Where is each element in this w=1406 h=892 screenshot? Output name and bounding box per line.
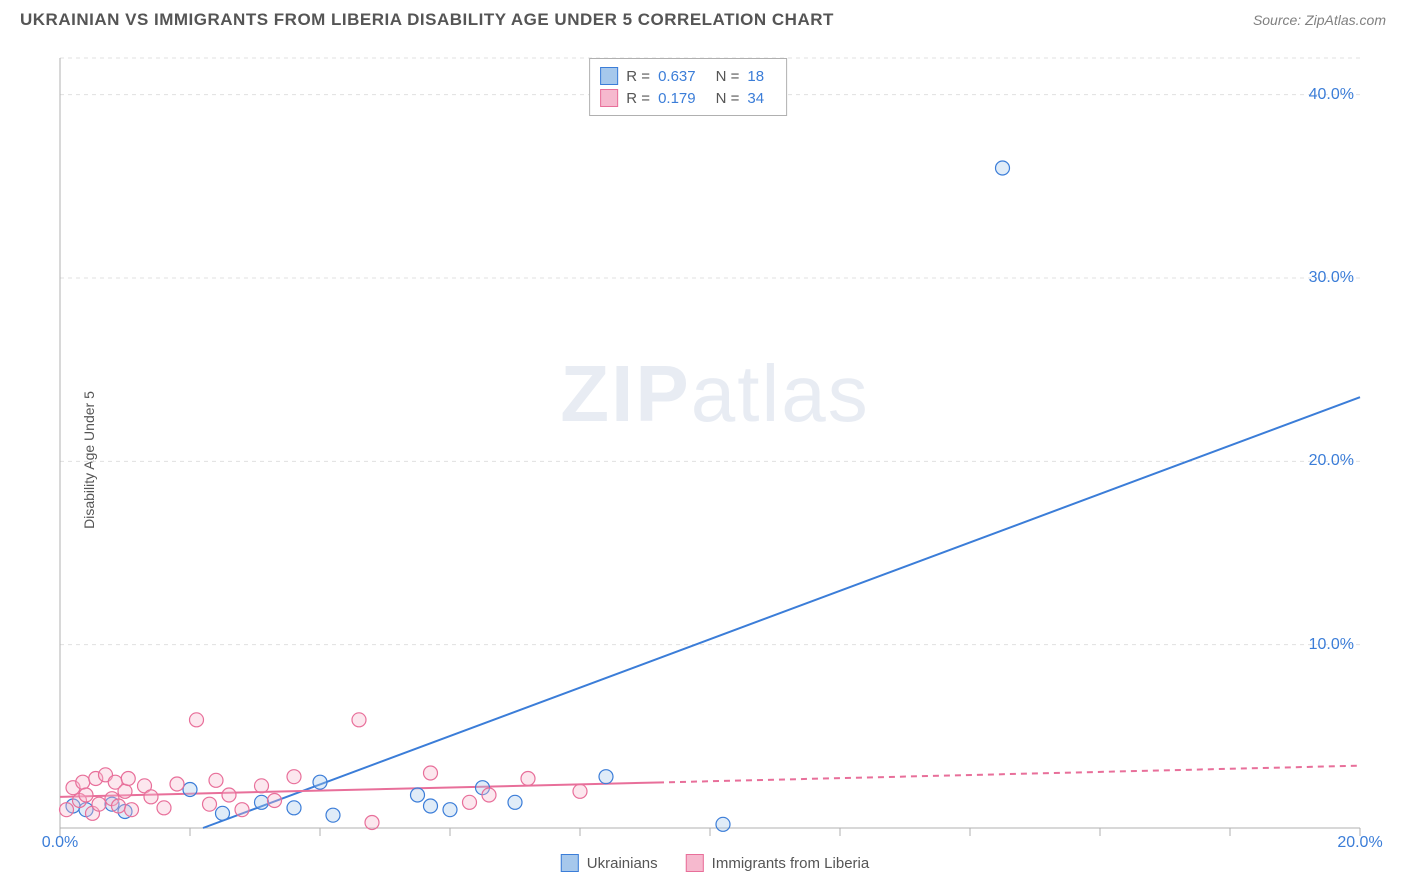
r-value-liberia: 0.179 — [658, 90, 696, 107]
chart-title: UKRAINIAN VS IMMIGRANTS FROM LIBERIA DIS… — [20, 10, 834, 30]
footer-legend: Ukrainians Immigrants from Liberia — [561, 854, 869, 872]
x-tick-label: 0.0% — [42, 834, 78, 852]
legend-item-ukrainians: Ukrainians — [561, 854, 658, 872]
stats-row-liberia: R = 0.179 N = 34 — [600, 87, 776, 109]
legend-swatch-liberia — [686, 854, 704, 872]
stats-row-ukrainians: R = 0.637 N = 18 — [600, 65, 776, 87]
correlation-stats-box: R = 0.637 N = 18 R = 0.179 N = 34 — [589, 58, 787, 116]
source-attribution: Source: ZipAtlas.com — [1253, 12, 1386, 28]
legend-label-ukrainians: Ukrainians — [587, 855, 658, 872]
chart-container: Disability Age Under 5 ZIPatlas R = 0.63… — [45, 50, 1385, 870]
scatter-chart — [45, 50, 1385, 870]
legend-swatch-ukrainians — [561, 854, 579, 872]
y-tick-label: 10.0% — [1309, 636, 1354, 654]
legend-item-liberia: Immigrants from Liberia — [686, 854, 870, 872]
chart-header: UKRAINIAN VS IMMIGRANTS FROM LIBERIA DIS… — [0, 0, 1406, 40]
y-tick-label: 20.0% — [1309, 452, 1354, 470]
r-label: R = — [626, 90, 650, 107]
n-value-liberia: 34 — [747, 90, 764, 107]
r-value-ukrainians: 0.637 — [658, 68, 696, 85]
swatch-ukrainians — [600, 67, 618, 85]
legend-label-liberia: Immigrants from Liberia — [712, 855, 870, 872]
y-tick-label: 30.0% — [1309, 269, 1354, 287]
r-label: R = — [626, 68, 650, 85]
n-label: N = — [716, 90, 740, 107]
x-tick-label: 20.0% — [1337, 834, 1382, 852]
n-label: N = — [716, 68, 740, 85]
n-value-ukrainians: 18 — [747, 68, 764, 85]
y-tick-label: 40.0% — [1309, 86, 1354, 104]
swatch-liberia — [600, 89, 618, 107]
